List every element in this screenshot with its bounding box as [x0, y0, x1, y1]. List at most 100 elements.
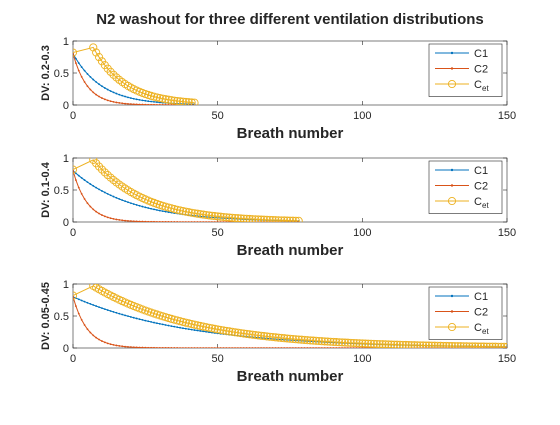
series-cet-point [381, 340, 390, 348]
series-cet-point [222, 213, 231, 222]
series-c2-point [86, 85, 89, 88]
series-c2-point [158, 220, 161, 222]
series-c2-point [129, 220, 132, 222]
series-c2-point [83, 81, 86, 83]
series-c2-point [170, 221, 173, 222]
series-c2-point [77, 69, 80, 72]
series-c1-point [150, 100, 153, 103]
series-c1-point [153, 100, 155, 103]
x-tick-label: 0 [70, 227, 76, 239]
series-c2-point [222, 221, 225, 222]
series-cet-point [152, 93, 161, 102]
series-c1-point [147, 320, 150, 323]
series-cet-point [225, 327, 234, 336]
series-c2-point [92, 91, 95, 94]
series-c1-point [161, 323, 164, 326]
series-c2-point [222, 347, 225, 348]
series-c1-point [115, 196, 118, 199]
series-cet-point [176, 206, 185, 215]
series-cet-point [329, 337, 338, 346]
series-c2-point [349, 347, 352, 348]
series-cet-point [100, 168, 109, 177]
series-c2-point [112, 217, 115, 220]
series-cet-point [401, 340, 410, 348]
series-c2-point [210, 221, 213, 222]
series-cet-point [494, 342, 503, 348]
series-c2-point [141, 346, 144, 348]
legend-entry-label: C2 [474, 64, 488, 76]
series-c1-point [158, 209, 161, 212]
series-c1-point [121, 313, 124, 316]
series-cet-point [479, 342, 488, 348]
series-cet-point [257, 215, 266, 222]
plot-series-group [73, 158, 303, 222]
series-c1-point [92, 185, 95, 187]
legend-swatch-marker [447, 322, 457, 332]
series-c2-point [248, 347, 251, 348]
series-c1-point [98, 83, 100, 86]
series-c2-point [196, 221, 199, 222]
series-c2-point [297, 347, 300, 348]
series-cet-point [207, 211, 216, 220]
series-cet-point [196, 321, 205, 331]
series-cet-point [343, 338, 352, 347]
series-c2-point [80, 76, 83, 78]
series-c2-point [184, 347, 187, 348]
series-cet-point [196, 210, 205, 219]
series-cet-point [361, 339, 370, 348]
subplot-1: 0 50 100 150 0 0.5 1 Breath number DV: 0.2-0.3 C1… [40, 36, 516, 142]
series-cet-point [277, 216, 286, 222]
series-cet-line [73, 46, 195, 104]
series-c1-point [115, 311, 118, 314]
series-c1-point [86, 181, 89, 184]
series-cet-point [280, 334, 289, 343]
legend-swatch-marker [450, 184, 454, 187]
series-c2-point [358, 347, 361, 348]
y-tick-label: 1 [63, 153, 69, 165]
series-c1-point [101, 307, 103, 310]
series-cet-point [115, 75, 124, 84]
series-c2-point [153, 103, 155, 105]
series-c2-point [135, 103, 138, 105]
series-c2-point [74, 305, 77, 307]
series-c1-point [80, 66, 83, 68]
series-cet-point [436, 341, 445, 348]
series-c1-point [135, 98, 138, 101]
legend-box [428, 160, 503, 214]
series-c1-point [77, 174, 80, 177]
x-tick-label: 0 [70, 353, 76, 365]
series-cet-point [103, 171, 112, 180]
series-cet-point [251, 331, 260, 340]
series-cet-point [410, 341, 419, 348]
y-axis-label: DV: 0.2-0.3 [40, 45, 52, 101]
series-c1-point [89, 76, 92, 78]
series-cet-point [468, 342, 477, 348]
series-c2-point [80, 193, 83, 195]
series-cet-point [254, 215, 263, 222]
series-c2-point [274, 347, 277, 348]
series-c2-point [144, 220, 147, 222]
plot-series-group [73, 284, 507, 348]
series-c2-point [208, 221, 210, 222]
series-c2-point [86, 328, 89, 331]
series-c1-point [89, 183, 92, 185]
series-c1-point [83, 179, 86, 181]
series-c1-point [132, 203, 135, 205]
series-c2-point [144, 103, 147, 105]
series-c2-point [202, 221, 205, 222]
series-cet-point [274, 333, 283, 342]
series-cet-point [181, 97, 190, 105]
plot-series-group [73, 43, 199, 105]
legend-swatch-marker [447, 79, 457, 89]
series-c2-point [74, 62, 77, 64]
series-cet-point [73, 165, 78, 174]
series-cet-point [187, 319, 196, 329]
series-cet-point [459, 342, 468, 348]
series-c2-point [141, 103, 144, 105]
series-c1-point [150, 207, 153, 210]
series-c1-point [98, 306, 100, 309]
legend-entry-label: C2 [474, 181, 488, 193]
series-cet-point [178, 97, 187, 105]
series-c1-point [141, 99, 144, 102]
series-c2-point [170, 104, 173, 105]
